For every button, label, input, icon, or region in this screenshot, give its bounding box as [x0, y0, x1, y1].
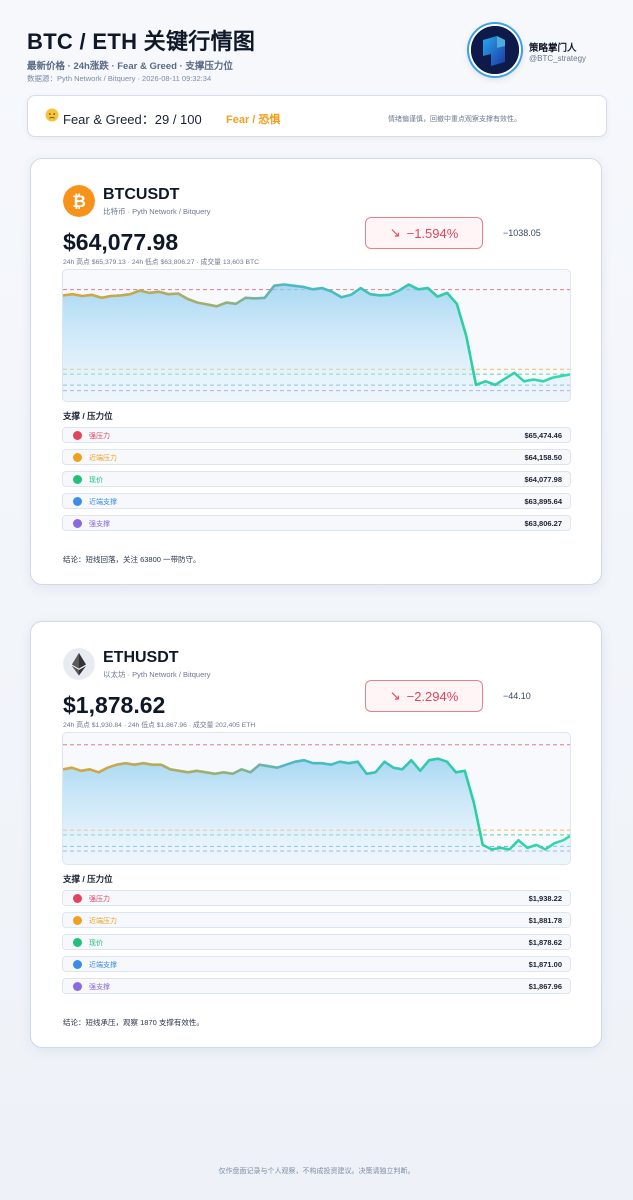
brand-name: 策略掌门人	[529, 43, 577, 54]
pair-subtitle: 比特币 · Pyth Network / Bitquery	[103, 207, 211, 216]
page-title: BTC / ETH 关键行情图	[27, 29, 256, 54]
strong-resistance-icon	[73, 431, 82, 440]
level-name: 近端支撑	[89, 962, 117, 969]
level-row-strong-resistance: 强压力 $1,938.22	[62, 890, 571, 906]
level-value: $1,881.78	[528, 916, 562, 925]
strong-resistance-icon	[73, 894, 82, 903]
footer-disclaimer: 仅作盘面记录与个人观察，不构成投资建议。决策请独立判断。	[218, 1168, 415, 1175]
btc-card: ₿ BTCUSDT 比特币 · Pyth Network / Bitquery …	[30, 158, 602, 585]
level-name: 近端支撑	[89, 499, 117, 506]
level-row-near-support: 近端支撑 $1,871.00	[62, 956, 571, 972]
level-name: 近端压力	[89, 455, 117, 462]
near-support-icon	[73, 960, 82, 969]
level-name: 强支撑	[89, 521, 110, 528]
level-row-strong-support: 强支撑 $1,867.96	[62, 978, 571, 994]
current-icon	[73, 938, 82, 947]
brand-logo-icon	[469, 24, 521, 76]
current-price: $1,878.62	[63, 692, 166, 718]
header: BTC / ETH 关键行情图 最新价格 · 24h涨跌 · Fear & Gr…	[27, 24, 607, 84]
svg-text:₿: ₿	[72, 192, 86, 212]
near-resistance-icon	[73, 453, 82, 462]
current-icon	[73, 475, 82, 484]
price-area	[63, 758, 570, 864]
pair-subtitle: 以太坊 · Pyth Network / Bitquery	[103, 670, 211, 679]
level-value: $1,871.00	[528, 960, 562, 969]
change-absolute: −1038.05	[503, 228, 541, 238]
level-row-current: 现价 $1,878.62	[62, 934, 571, 950]
level-value: $1,878.62	[528, 938, 562, 947]
near-resistance-icon	[73, 916, 82, 925]
level-name: 现价	[89, 477, 103, 484]
level-row-strong-resistance: 强压力 $65,474.46	[62, 427, 571, 443]
level-row-strong-support: 强支撑 $63,806.27	[62, 515, 571, 531]
fear-greed-bar: Fear & Greed：29 / 100 Fear / 恐惧 情绪偏谨慎，回撤…	[27, 95, 607, 137]
fear-greed-value: Fear & Greed：29 / 100	[63, 112, 202, 127]
pair-name: BTCUSDT	[103, 186, 180, 203]
price-line	[63, 757, 570, 851]
level-value: $1,867.96	[528, 982, 562, 991]
change-percent-badge: ↘ −1.594%	[365, 217, 483, 249]
level-name: 强压力	[89, 433, 110, 440]
trend-down-icon: ↘	[389, 225, 401, 240]
level-row-near-support: 近端支撑 $63,895.64	[62, 493, 571, 509]
price-chart-svg	[63, 744, 570, 864]
levels-title: 支撑 / 压力位	[63, 411, 113, 421]
price-stats: 24h 高点 $1,930.84 · 24h 低点 $1,867.96 · 成交…	[63, 722, 256, 729]
levels-title: 支撑 / 压力位	[63, 874, 113, 884]
strong-support-icon	[73, 982, 82, 991]
conclusion: 结论：短线回落，关注 63800 一带防守。	[63, 555, 201, 564]
level-value: $63,895.64	[524, 497, 562, 506]
change-absolute: −44.10	[503, 691, 531, 701]
price-chart-svg	[63, 283, 570, 401]
eth-card: ETHUSDT 以太坊 · Pyth Network / Bitquery $1…	[30, 621, 602, 1048]
level-name: 现价	[89, 940, 103, 947]
price-line	[63, 283, 570, 387]
level-name: 近端压力	[89, 918, 117, 925]
brand-handle: @BTC_strategy	[529, 54, 587, 63]
price-chart	[62, 269, 571, 402]
change-percent-badge: ↘ −2.294%	[365, 680, 483, 712]
level-value: $1,938.22	[528, 894, 562, 903]
pair-name: ETHUSDT	[103, 649, 179, 666]
level-value: $64,077.98	[524, 475, 562, 484]
level-value: $65,474.46	[524, 431, 562, 440]
level-row-current: 现价 $64,077.98	[62, 471, 571, 487]
data-source: 数据源：Pyth Network / Bitquery · 2026-08-11…	[27, 74, 212, 83]
change-percent: −1.594%	[406, 225, 459, 241]
change-percent: −2.294%	[406, 688, 459, 704]
fear-greed-note: 情绪偏谨慎，回撤中重点观察支撑有效性。	[388, 116, 521, 123]
strong-support-icon	[73, 519, 82, 528]
current-price: $64,077.98	[63, 229, 179, 255]
price-stats: 24h 高点 $65,379.13 · 24h 低点 $63,806.27 · …	[63, 259, 260, 266]
worried-face-icon	[45, 108, 59, 122]
level-value: $63,806.27	[524, 519, 562, 528]
page-subtitle: 最新价格 · 24h涨跌 · Fear & Greed · 支撑压力位	[27, 61, 233, 72]
bitcoin-icon: ₿	[63, 185, 95, 217]
price-chart	[62, 732, 571, 865]
level-name: 强压力	[89, 896, 110, 903]
trend-down-icon: ↘	[389, 688, 401, 703]
fear-greed-level: Fear / 恐惧	[226, 114, 281, 126]
level-value: $64,158.50	[524, 453, 562, 462]
ethereum-icon	[63, 648, 95, 680]
near-support-icon	[73, 497, 82, 506]
level-name: 强支撑	[89, 984, 110, 991]
level-row-near-resistance: 近端压力 $1,881.78	[62, 912, 571, 928]
price-area	[63, 284, 570, 401]
level-row-near-resistance: 近端压力 $64,158.50	[62, 449, 571, 465]
conclusion: 结论：短线承压，观察 1870 支撑有效性。	[63, 1018, 204, 1027]
